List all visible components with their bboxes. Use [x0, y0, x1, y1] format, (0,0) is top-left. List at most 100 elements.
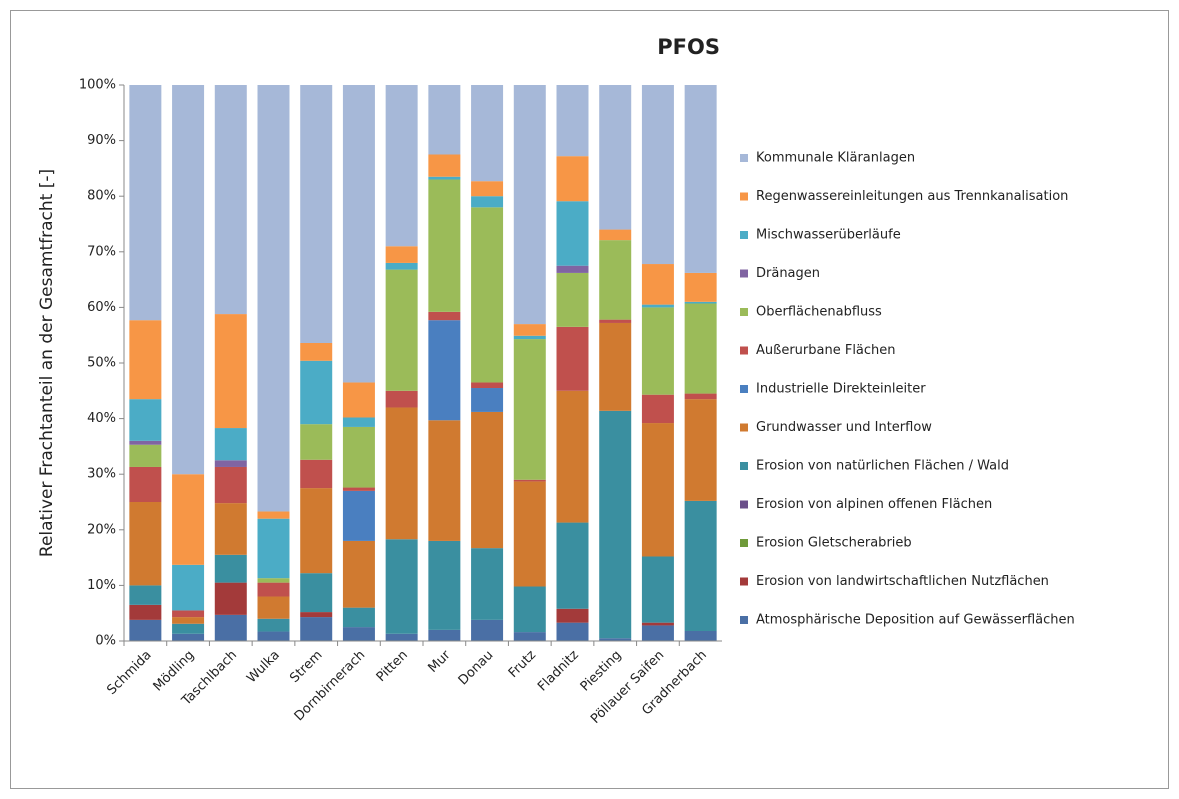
bar-segment — [129, 440, 162, 445]
legend-label: Erosion von alpinen offenen Flächen — [756, 497, 992, 512]
bar-segment — [428, 85, 461, 155]
bar-segment — [513, 85, 546, 325]
bar-segment — [684, 399, 717, 501]
bar-segment — [214, 554, 247, 583]
bar-segment — [172, 474, 205, 565]
bar-segment — [556, 201, 589, 266]
bar-segment — [471, 411, 504, 549]
bar-segment — [513, 586, 546, 633]
bar-segment — [214, 466, 247, 504]
y-tick-label: 70% — [87, 244, 116, 259]
bar-segment — [556, 85, 589, 157]
bar-segment — [342, 85, 375, 383]
bar-segment — [428, 179, 461, 312]
bar-segment — [257, 511, 290, 519]
bar-segment — [214, 614, 247, 641]
legend-label: Atmosphärische Deposition auf Gewässerfl… — [756, 613, 1075, 628]
chart-title: PFOS — [657, 35, 720, 59]
legend-swatch — [740, 192, 748, 201]
bar-segment — [129, 444, 162, 467]
bar-segment — [257, 582, 290, 597]
bar-segment — [641, 264, 674, 305]
legend-swatch — [740, 539, 748, 547]
bar-segment — [300, 573, 333, 613]
bar-segment — [641, 622, 674, 626]
legend-label: Grundwasser und Interflow — [756, 420, 932, 435]
y-axis-label: Relativer Frachtanteil an der Gesamtfrac… — [37, 169, 57, 557]
y-tick-label: 100% — [79, 78, 116, 93]
bar-segment — [684, 85, 717, 273]
bar-segment — [599, 322, 632, 411]
bar-segment — [556, 326, 589, 391]
bar-segment — [471, 619, 504, 641]
bar-segment — [471, 196, 504, 208]
bar-segment — [300, 459, 333, 489]
bar-segment — [300, 85, 333, 343]
bar-segment — [641, 556, 674, 623]
bar-segment — [300, 360, 333, 425]
y-tick-label: 30% — [87, 467, 116, 482]
legend-label: Dränagen — [756, 266, 820, 281]
bar-segment — [684, 272, 717, 302]
bar-segment — [556, 522, 589, 609]
legend-swatch — [740, 269, 748, 278]
bar-segment — [684, 301, 717, 304]
bar-segment — [556, 390, 589, 523]
bar-segment — [428, 420, 461, 541]
bar-segment — [172, 633, 205, 641]
bar-segment — [300, 424, 333, 460]
bar-segment — [641, 85, 674, 265]
bar-segment — [385, 390, 418, 408]
legend-swatch — [740, 154, 748, 162]
legend-label: Erosion von landwirtschaftlichen Nutzflä… — [756, 574, 1049, 589]
bar-segment — [428, 320, 461, 421]
bar-segment — [257, 85, 290, 512]
bar-segment — [385, 633, 418, 641]
bar-segment — [385, 262, 418, 270]
bar-segment — [214, 314, 247, 429]
bar-segment — [172, 623, 205, 634]
bar-segment — [684, 630, 717, 641]
bar-segment — [257, 618, 290, 632]
bar-segment — [257, 631, 290, 641]
bar-segment — [513, 339, 546, 480]
bar-segment — [513, 324, 546, 336]
bar-segment — [684, 500, 717, 631]
legend-swatch — [740, 346, 748, 355]
bar-segment — [471, 382, 504, 389]
bar-segment — [513, 632, 546, 641]
bar-segment — [257, 578, 290, 583]
bar-segment — [129, 604, 162, 620]
bar-segment — [599, 319, 632, 323]
y-tick-label: 50% — [87, 356, 116, 371]
bar-segment — [129, 585, 162, 605]
y-tick-label: 10% — [87, 578, 116, 593]
bar-segment — [342, 417, 375, 427]
bar-segment — [385, 539, 418, 634]
bar-segment — [684, 393, 717, 400]
bar-segment — [129, 466, 162, 502]
bar-segment — [471, 85, 504, 182]
bar-segment — [556, 265, 589, 273]
bar-segment — [556, 622, 589, 641]
bar-segment — [129, 85, 162, 321]
y-tick-label: 90% — [87, 133, 116, 148]
bar-segment — [385, 407, 418, 540]
bar-segment — [385, 85, 418, 247]
legend-swatch — [740, 308, 748, 316]
bar-segment — [684, 303, 717, 394]
bar-segment — [300, 342, 333, 361]
y-tick-label: 40% — [87, 411, 116, 426]
bar-segment — [342, 627, 375, 641]
bar-segment — [641, 394, 674, 424]
bar-segment — [172, 610, 205, 618]
bar-segment — [556, 608, 589, 623]
legend-swatch — [740, 577, 748, 586]
bar-segment — [599, 229, 632, 241]
bar-segment — [385, 269, 418, 391]
legend-label: Oberflächenabfluss — [756, 305, 882, 320]
bar-segment — [428, 540, 461, 630]
bar-segment — [641, 423, 674, 557]
legend-label: Erosion von natürlichen Flächen / Wald — [756, 459, 1009, 474]
y-tick-label: 80% — [87, 189, 116, 204]
